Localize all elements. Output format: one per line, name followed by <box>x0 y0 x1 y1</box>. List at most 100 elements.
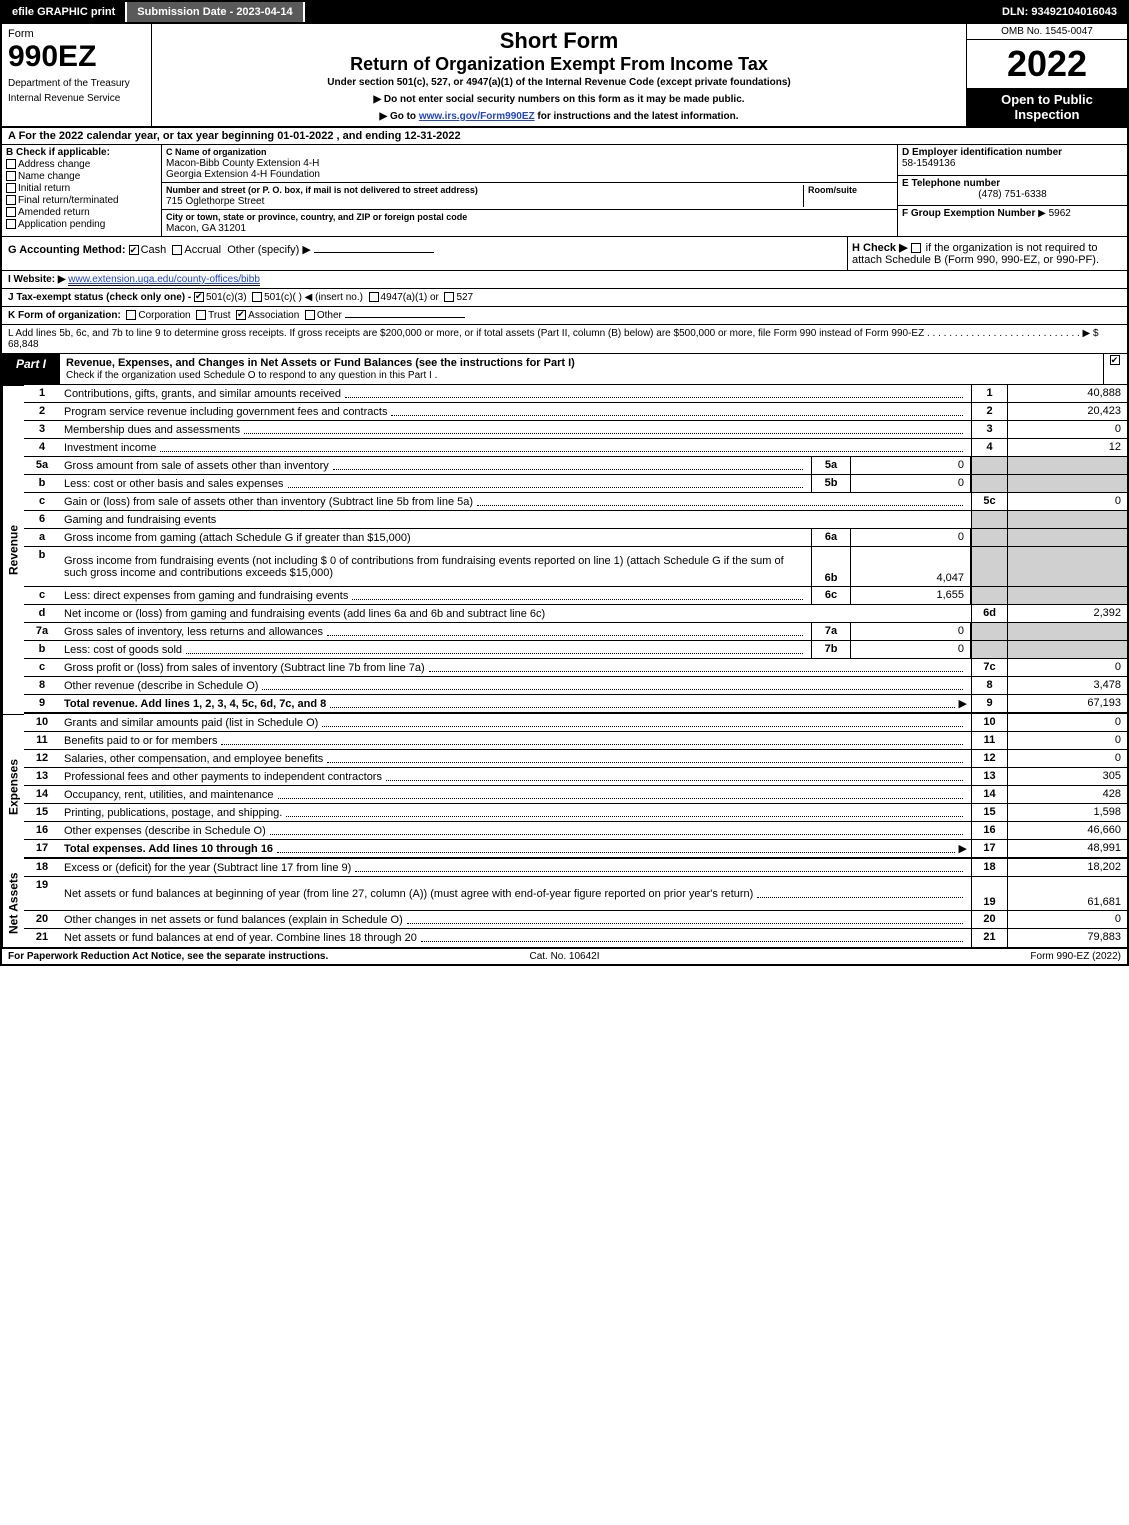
line-13: 13Professional fees and other payments t… <box>24 768 1127 786</box>
ln-13-val: 305 <box>1007 768 1127 785</box>
checkbox-cash[interactable] <box>129 245 139 255</box>
ln-20-val: 0 <box>1007 911 1127 928</box>
checkbox-part1[interactable] <box>1110 355 1120 365</box>
k-o2: Trust <box>208 310 230 321</box>
phone-value: (478) 751-6338 <box>902 189 1123 200</box>
g-other: Other (specify) ▶ <box>227 244 311 256</box>
ln-7b-desc: Less: cost of goods sold <box>64 644 182 656</box>
ln-18-desc: Excess or (deficit) for the year (Subtra… <box>64 862 351 874</box>
part1-sub: Check if the organization used Schedule … <box>66 370 437 381</box>
checkbox-amended[interactable] <box>6 207 16 217</box>
ln-5b-mv: 0 <box>851 475 971 492</box>
checkbox-other[interactable] <box>305 310 315 320</box>
dept-irs: Internal Revenue Service <box>8 93 145 104</box>
ln-5b-box <box>971 475 1007 492</box>
checkbox-name[interactable] <box>6 171 16 181</box>
line-3: 3Membership dues and assessments30 <box>24 421 1127 439</box>
checkbox-pending[interactable] <box>6 219 16 229</box>
ln-15-box: 15 <box>971 804 1007 821</box>
line-12: 12Salaries, other compensation, and empl… <box>24 750 1127 768</box>
website-link[interactable]: www.extension.uga.edu/county-offices/bib… <box>68 274 260 286</box>
footer-left: For Paperwork Reduction Act Notice, see … <box>8 951 379 962</box>
checkbox-address[interactable] <box>6 159 16 169</box>
line-20: 20Other changes in net assets or fund ba… <box>24 911 1127 929</box>
ln-5c-val: 0 <box>1007 493 1127 510</box>
ln-6b-mv: 4,047 <box>851 547 971 586</box>
ln-21-desc: Net assets or fund balances at end of ye… <box>64 932 417 944</box>
ln-1-box: 1 <box>971 385 1007 402</box>
c-street: Number and street (or P. O. box, if mail… <box>162 183 897 210</box>
g-other-input[interactable] <box>314 252 434 253</box>
ln-5b-desc: Less: cost or other basis and sales expe… <box>64 478 284 490</box>
ln-7a-box <box>971 623 1007 640</box>
open-to-public: Open to Public Inspection <box>967 88 1127 126</box>
part1-tab: Part I <box>2 354 60 384</box>
col-def: D Employer identification number 58-1549… <box>897 145 1127 236</box>
checkbox-corp[interactable] <box>126 310 136 320</box>
c-name: C Name of organization Macon-Bibb County… <box>162 145 897 183</box>
ln-4-desc: Investment income <box>64 442 156 454</box>
ln-7b-val <box>1007 641 1127 658</box>
top-toolbar: efile GRAPHIC print Submission Date - 20… <box>0 0 1129 22</box>
ln-1-desc: Contributions, gifts, grants, and simila… <box>64 388 341 400</box>
checkbox-trust[interactable] <box>196 310 206 320</box>
ln-12-box: 12 <box>971 750 1007 767</box>
part1-title-text: Revenue, Expenses, and Changes in Net As… <box>66 357 575 369</box>
checkbox-527[interactable] <box>444 292 454 302</box>
ln-17-arrow: ▶ <box>959 842 967 855</box>
part1-table: Revenue 1Contributions, gifts, grants, a… <box>0 385 1129 714</box>
checkbox-accrual[interactable] <box>172 245 182 255</box>
ln-3-desc: Membership dues and assessments <box>64 424 240 436</box>
col-b: B Check if applicable: Address change Na… <box>2 145 162 236</box>
note-goto-pre: ▶ Go to <box>379 111 418 122</box>
form-number: 990EZ <box>8 40 145 74</box>
irs-link[interactable]: www.irs.gov/Form990EZ <box>419 111 535 122</box>
ln-5c-num: c <box>24 493 60 510</box>
col-c: C Name of organization Macon-Bibb County… <box>162 145 897 236</box>
line-21: 21Net assets or fund balances at end of … <box>24 929 1127 947</box>
k-other-input[interactable] <box>345 317 465 318</box>
ln-7c-box: 7c <box>971 659 1007 676</box>
ln-13-num: 13 <box>24 768 60 785</box>
title-short-form: Short Form <box>158 28 960 54</box>
checkbox-assoc[interactable] <box>236 310 246 320</box>
line-4: 4Investment income412 <box>24 439 1127 457</box>
dln-label: DLN: 93492104016043 <box>992 2 1127 22</box>
ln-7a-num: 7a <box>24 623 60 640</box>
line-6: 6Gaming and fundraising events <box>24 511 1127 529</box>
d-ein: D Employer identification number 58-1549… <box>898 145 1127 176</box>
line-18: 18 Excess or (deficit) for the year (Subt… <box>24 859 1127 877</box>
ein-value: 58-1549136 <box>902 158 955 169</box>
checkbox-initial[interactable] <box>6 183 16 193</box>
line-2: 2Program service revenue including gover… <box>24 403 1127 421</box>
ln-20-box: 20 <box>971 911 1007 928</box>
line-5c: cGain or (loss) from sale of assets othe… <box>24 493 1127 511</box>
ln-6b-mb: 6b <box>811 547 851 586</box>
ln-6d-num: d <box>24 605 60 622</box>
checkbox-501c3[interactable] <box>194 292 204 302</box>
ln-18-box: 18 <box>971 859 1007 876</box>
tax-year: 2022 <box>967 40 1127 88</box>
line-16: 16Other expenses (describe in Schedule O… <box>24 822 1127 840</box>
ln-10-val: 0 <box>1007 714 1127 731</box>
line-6c: cLess: direct expenses from gaming and f… <box>24 587 1127 605</box>
submission-date: Submission Date - 2023-04-14 <box>127 2 304 22</box>
ln-12-val: 0 <box>1007 750 1127 767</box>
ln-5a-num: 5a <box>24 457 60 474</box>
efile-print-button[interactable]: efile GRAPHIC print <box>2 2 127 22</box>
checkbox-501c[interactable] <box>252 292 262 302</box>
checkbox-4947[interactable] <box>369 292 379 302</box>
ln-5a-desc: Gross amount from sale of assets other t… <box>64 460 329 472</box>
ln-12-num: 12 <box>24 750 60 767</box>
ln-9-arrow: ▶ <box>959 697 967 710</box>
checkbox-final[interactable] <box>6 195 16 205</box>
ln-6d-val: 2,392 <box>1007 605 1127 622</box>
ln-17-box: 17 <box>971 840 1007 857</box>
g-accrual: Accrual <box>184 244 221 256</box>
header-left: Form 990EZ Department of the Treasury In… <box>2 24 152 126</box>
b-opt-initial-label: Initial return <box>18 183 70 194</box>
checkbox-h[interactable] <box>911 243 921 253</box>
ln-5a-box <box>971 457 1007 474</box>
b-opt-amended-label: Amended return <box>18 207 90 218</box>
e-phone: E Telephone number (478) 751-6338 <box>898 176 1127 207</box>
